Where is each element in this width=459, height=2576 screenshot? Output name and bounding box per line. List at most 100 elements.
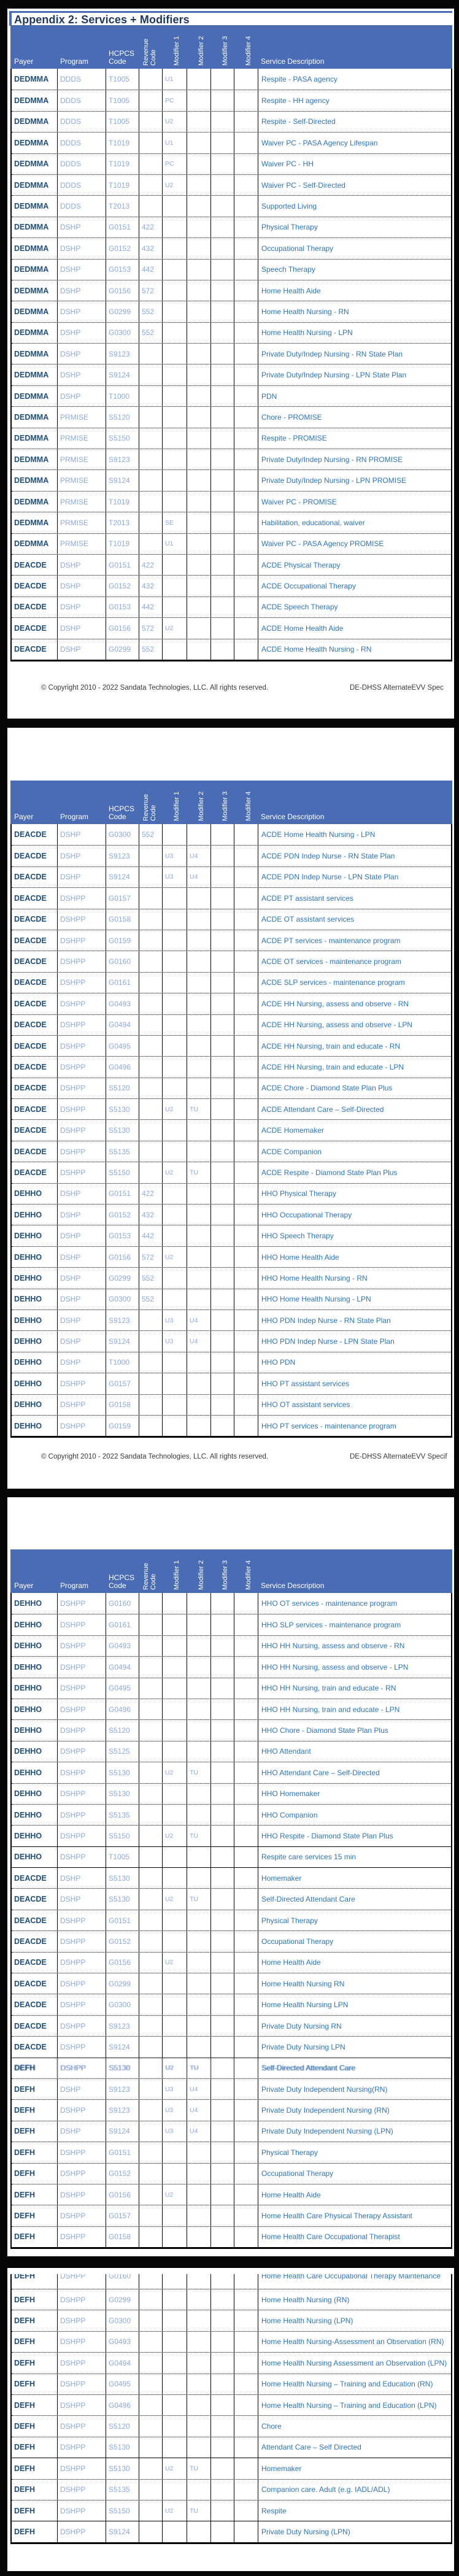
cell-program: DSHPP <box>58 1931 106 1952</box>
cell-modifier-4 <box>234 1141 258 1162</box>
cell-text: DDDS <box>60 180 82 190</box>
cell-text: ACDE HH Nursing, assess and observe - LP… <box>261 1020 413 1030</box>
cell-program: DSHPP <box>58 888 106 909</box>
cell-modifier-4 <box>234 322 258 344</box>
cell-text: 432 <box>142 582 155 591</box>
page-3: Payer Program HCPCS Code Revenue Code Modifi… <box>7 1497 454 2256</box>
cell-text: DSHPP <box>60 1105 86 1114</box>
cell-payer: DEDMMA <box>12 259 58 280</box>
column-header-payer: Payer <box>12 781 58 824</box>
cell-hcpcs-code: G0299 <box>106 639 139 660</box>
cell-service-description: ACDE HH Nursing, assess and observe - RN <box>258 993 451 1014</box>
cell-modifier-1 <box>163 407 187 428</box>
cell-modifier-3 <box>211 2437 234 2458</box>
cell-text: G0151 <box>109 1916 131 1925</box>
cell-modifier-3 <box>211 344 234 364</box>
cell-payer: DEDMMA <box>12 344 58 364</box>
cell-payer: DEDMMA <box>12 90 58 111</box>
cell-modifier-4 <box>234 2037 258 2057</box>
cell-text: G0300 <box>109 2316 131 2326</box>
cell-text: DEACDE <box>14 1895 47 1904</box>
cell-service-description: Respite care services 15 min <box>258 1847 451 1867</box>
cell-modifier-3 <box>211 930 234 951</box>
cell-program: DSHPP <box>58 1783 106 1804</box>
cell-modifier-3 <box>211 1120 234 1141</box>
cell-revenue-code <box>139 133 163 153</box>
cell-text: S9123 <box>109 2021 130 2030</box>
cell-modifier-3 <box>211 1846 234 1868</box>
cell-modifier-4 <box>234 111 258 133</box>
cell-modifier-1 <box>163 993 187 1014</box>
cell-program: DSHP <box>58 1289 106 1309</box>
cell-text: G0156 <box>109 1252 131 1262</box>
cell-text: DEFH <box>14 2106 36 2115</box>
cell-text: Supported Living <box>261 202 317 211</box>
cell-revenue-code <box>139 2394 163 2416</box>
cell-modifier-1 <box>163 2310 187 2331</box>
cell-hcpcs-code: G0151 <box>106 1183 139 1205</box>
cell-service-description: ACDE Occupational Therapy <box>258 576 451 596</box>
cell-text: G0159 <box>109 936 131 945</box>
cell-text: DSHP <box>60 328 81 337</box>
cell-revenue-code <box>139 1678 163 1699</box>
cell-hcpcs-code: G0160 <box>106 1593 139 1614</box>
cell-text: DDDS <box>60 96 82 106</box>
cell-service-description: HHO Home Health Aide <box>258 1247 451 1267</box>
cell-service-description: HHO PDN Indep Nurse - LPN State Plan <box>258 1331 451 1351</box>
cell-hcpcs-code: G0152 <box>106 1931 139 1952</box>
cell-text: Respite care services 15 min <box>261 1853 357 1862</box>
table-header: Payer Program HCPCS Code Revenue Code Modifi… <box>10 25 452 69</box>
table-row: DEFH DSHPP S5150 U2 TU Respite <box>12 2499 451 2521</box>
cell-text: HHO OT assistant services <box>261 1400 350 1409</box>
column-header-label: Modifier 3 <box>222 791 229 821</box>
cell-revenue-code <box>139 69 163 90</box>
cell-modifier-3 <box>211 972 234 993</box>
cell-modifier-3 <box>211 174 234 196</box>
cell-text: U2 <box>165 1253 174 1261</box>
cell-modifier-1: U3 <box>163 2100 187 2121</box>
cell-modifier-1 <box>163 2353 187 2374</box>
cell-text: HHO Respite - Diamond State Plan Plus <box>261 1831 393 1840</box>
cell-text: DSHPP <box>60 1641 86 1651</box>
cell-text: DEFH <box>14 2485 36 2494</box>
cell-text: DEHHO <box>14 1621 42 1630</box>
table-row: DEACDE DSHPP G0152 Occupational Therapy <box>12 1930 451 1952</box>
cell-payer: DEDMMA <box>12 133 58 153</box>
cell-modifier-2 <box>187 111 211 133</box>
cell-service-description: Homemaker <box>258 1868 451 1888</box>
cell-payer: DEHHO <box>12 1614 58 1635</box>
cell-modifier-3 <box>211 1952 234 1973</box>
cell-modifier-1: U3 <box>163 1309 187 1331</box>
cell-text: DEACDE <box>14 1958 47 1967</box>
cell-modifier-3 <box>211 1183 234 1205</box>
cell-payer: DEFH <box>12 2521 58 2542</box>
cell-text: S9123 <box>109 852 130 861</box>
cell-payer: DEFH <box>12 2479 58 2500</box>
cell-text: U2 <box>165 2191 174 2199</box>
cell-service-description: Waiver PC - PASA Agency Lifespan <box>258 133 451 153</box>
cell-hcpcs-code: G0495 <box>106 1035 139 1057</box>
column-header-modifier-3: Modifier 3 <box>211 25 234 69</box>
cell-text: DSHPP <box>60 957 86 966</box>
cell-text: DEACDE <box>14 2000 47 2010</box>
table-row: DEFH DSHPP G0152 Occupational Therapy <box>12 2162 451 2184</box>
cell-text: Physical Therapy <box>261 223 318 232</box>
cell-modifier-3 <box>211 2274 234 2289</box>
cell-modifier-2 <box>187 2274 211 2289</box>
cell-text: DEFH <box>14 2380 36 2389</box>
cell-text: G0157 <box>109 893 131 903</box>
cell-modifier-2 <box>187 428 211 449</box>
cell-service-description: HHO PDN Indep Nurse - RN State Plan <box>258 1310 451 1330</box>
cell-program: DSHPP <box>58 2015 106 2037</box>
cell-modifier-4 <box>234 1373 258 1394</box>
cell-program: DSHPP <box>58 2353 106 2374</box>
cell-payer: DEFH <box>12 2205 58 2226</box>
cell-modifier-3 <box>211 428 234 449</box>
cell-text: G0495 <box>109 1041 131 1051</box>
cell-text: Home Health Nursing - LPN <box>261 328 353 337</box>
cell-modifier-2 <box>187 2205 211 2226</box>
cell-payer: DEHHO <box>12 1246 58 1268</box>
cell-text: DSHP <box>60 371 81 380</box>
cell-modifier-4 <box>234 217 258 238</box>
cell-service-description: Self-Directed Attendant Care <box>258 1889 451 1909</box>
